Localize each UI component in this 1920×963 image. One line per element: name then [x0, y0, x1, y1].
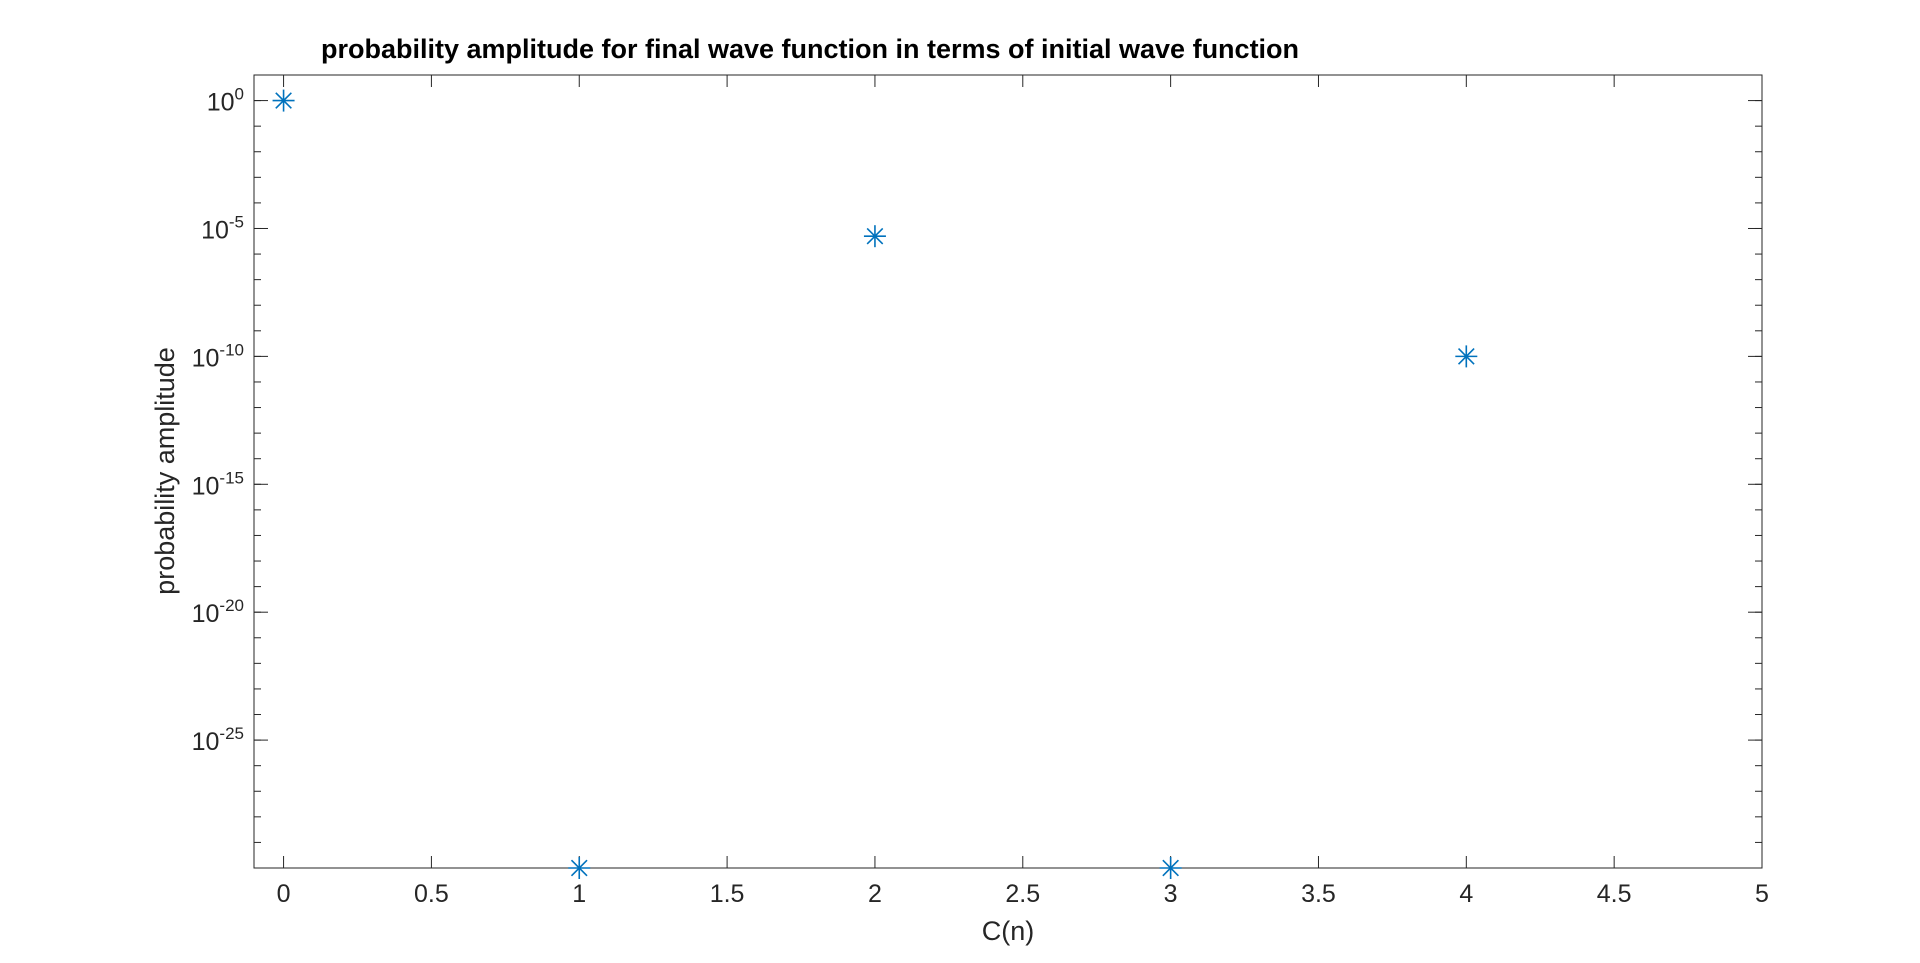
- y-axis-label: probability amplitude: [150, 347, 180, 595]
- y-tick-label: 10-5: [201, 212, 244, 244]
- y-tick-label: 10-25: [192, 724, 244, 756]
- y-tick-label: 10-20: [192, 596, 244, 628]
- y-tick-label: 10-10: [192, 340, 244, 372]
- x-tick-label: 3: [1164, 880, 1178, 908]
- x-tick-label: 4.5: [1597, 880, 1632, 908]
- plot-area: [253, 74, 1763, 869]
- data-series: [272, 89, 1478, 879]
- y-tick-label: 10-15: [192, 468, 244, 500]
- x-tick-label: 3.5: [1301, 880, 1336, 908]
- x-tick-label: 4: [1459, 880, 1473, 908]
- data-point: [863, 225, 886, 248]
- data-point: [568, 857, 591, 879]
- x-tick-label: 2: [868, 880, 882, 908]
- y-tick-label: 100: [207, 85, 244, 117]
- x-tick-label: 1.5: [710, 880, 745, 908]
- x-tick-label: 0.5: [414, 880, 449, 908]
- x-tick-label: 5: [1755, 880, 1769, 908]
- data-point: [272, 89, 295, 112]
- data-point: [1455, 345, 1478, 368]
- x-tick-label: 1: [572, 880, 586, 908]
- chart-title: probability amplitude for final wave fun…: [321, 34, 1299, 64]
- x-tick-label: 2.5: [1005, 880, 1040, 908]
- data-point: [1159, 857, 1182, 879]
- x-axis-label: C(n): [982, 916, 1035, 946]
- x-axis: 0 0.5 1 1.5 2 2.5 3 3.5 4 4.5 5: [277, 75, 1769, 908]
- x-tick-label: 0: [277, 880, 291, 908]
- y-axis: 100 10-5 10-10 10-15 10-20 10-25: [192, 74, 1762, 869]
